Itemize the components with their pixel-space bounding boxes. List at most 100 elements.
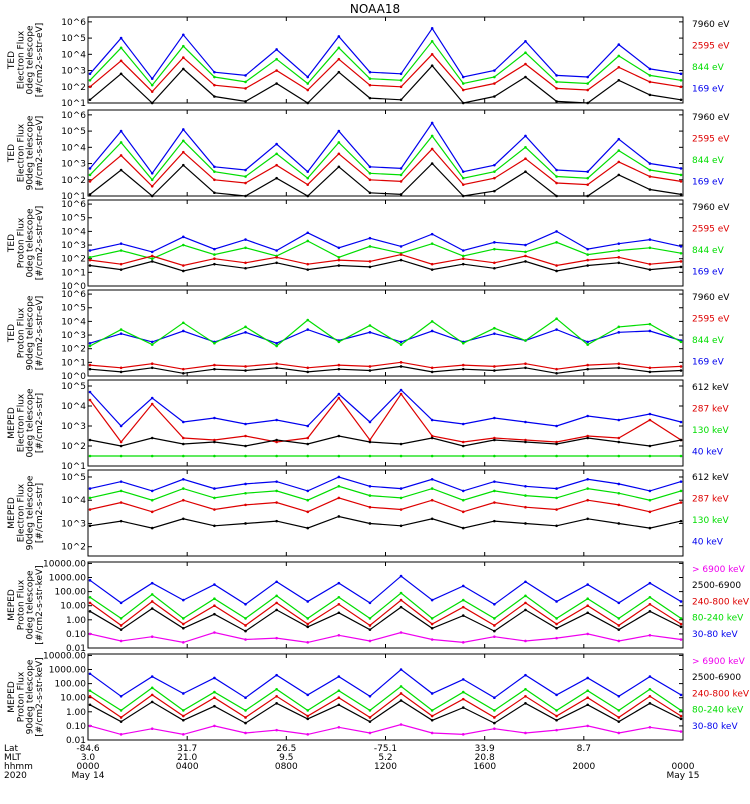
data-point-black [617, 720, 621, 723]
data-point-green [586, 454, 589, 458]
data-point-black [213, 440, 216, 444]
y-tick-label: 0.01 [66, 644, 86, 654]
data-point-red [524, 254, 527, 258]
y-tick-label: 10^4 [61, 143, 86, 153]
data-point-green [182, 709, 185, 712]
data-point-blue [586, 170, 589, 173]
data-point-green [399, 173, 403, 177]
data-point-black [461, 262, 465, 266]
data-point-magenta [679, 730, 683, 733]
data-point-green [275, 594, 278, 598]
data-point-red [213, 363, 216, 367]
legend-entry: 2500-6900 [692, 673, 741, 683]
data-point-magenta [524, 639, 527, 643]
data-point-green [213, 454, 216, 458]
y-tick-label: 10^3 [61, 241, 86, 251]
data-point-green [244, 617, 247, 620]
data-point-blue [213, 247, 216, 251]
data-point-blue [679, 245, 683, 248]
data-point-black [150, 607, 154, 610]
data-point-green [586, 82, 589, 85]
data-point-magenta [555, 636, 558, 640]
data-point-green [524, 51, 527, 54]
data-point-blue [679, 72, 683, 76]
data-point-green [119, 454, 123, 458]
data-point-red [430, 366, 434, 370]
data-point-green [368, 77, 372, 80]
data-point-red [275, 163, 278, 167]
data-point-black [555, 442, 558, 446]
y-axis-label-line: Proton Flux [16, 579, 26, 630]
data-point-green [182, 243, 185, 247]
data-point-blue [461, 678, 465, 681]
data-point-red [88, 601, 92, 605]
data-point-green [275, 57, 278, 61]
y-axis-label-line: [#/cm2-s-str-keV] [35, 657, 45, 736]
y-axis-label-line: TED [7, 234, 17, 253]
data-point-black [275, 261, 278, 265]
data-point-red [648, 694, 652, 698]
data-point-magenta [461, 733, 465, 736]
data-point-green [555, 80, 558, 84]
data-point-green [306, 709, 310, 712]
data-point-blue [493, 69, 496, 72]
data-point-green [275, 152, 278, 156]
data-point-magenta [461, 641, 465, 644]
data-point-green [493, 489, 496, 493]
data-point-green [461, 82, 465, 85]
series-line-red [89, 148, 682, 188]
data-point-black [213, 704, 216, 708]
data-point-black [586, 436, 589, 440]
data-point-red [461, 363, 465, 367]
data-point-green [648, 322, 652, 326]
data-point-red [306, 510, 310, 514]
data-point-magenta [493, 635, 496, 639]
data-point-red [586, 498, 589, 502]
data-point-black [119, 628, 123, 631]
y-tick-label: 10^4 [61, 227, 86, 237]
data-point-blue [617, 418, 621, 422]
data-point-black [119, 720, 123, 723]
data-point-blue [150, 171, 154, 175]
data-point-red [524, 362, 527, 366]
data-point-black [524, 170, 527, 173]
data-point-black [430, 436, 434, 440]
legend-entry: 240-800 keV [692, 597, 750, 607]
data-point-black [399, 365, 403, 368]
data-point-green [150, 593, 154, 596]
data-point-red [213, 83, 216, 87]
data-point-blue [430, 692, 434, 695]
y-axis-label-line: [#/cm2-s-str-keV] [35, 565, 45, 644]
data-point-black [461, 706, 465, 709]
data-point-green [150, 178, 154, 182]
data-point-green [617, 149, 621, 152]
x-tick-label: -84.6 [76, 744, 100, 754]
data-point-blue [244, 696, 247, 700]
data-point-black [337, 165, 341, 169]
data-point-green [679, 251, 683, 255]
data-point-red [213, 438, 216, 442]
data-point-black [182, 67, 185, 71]
data-point-blue [524, 40, 527, 43]
data-point-blue [430, 121, 434, 125]
data-point-green [88, 256, 92, 259]
data-point-blue [555, 487, 558, 490]
data-point-black [430, 162, 434, 165]
data-point-red [524, 601, 527, 605]
data-point-green [586, 597, 589, 600]
data-point-green [244, 175, 247, 178]
data-point-blue [586, 583, 589, 586]
data-point-magenta [555, 728, 558, 732]
y-tick-label: 10^4 [61, 50, 86, 60]
series-line-red [89, 692, 682, 719]
data-point-black [524, 440, 527, 444]
data-point-red [524, 505, 527, 509]
y-tick-label: 100.00 [55, 680, 87, 690]
data-point-black [119, 444, 123, 448]
data-point-blue [88, 341, 92, 345]
legend-entry: 844 eV [692, 336, 725, 346]
series-line-red [89, 599, 682, 627]
data-point-blue [586, 477, 589, 481]
data-point-green [244, 491, 247, 495]
x-tick-label: 20.8 [475, 753, 495, 763]
